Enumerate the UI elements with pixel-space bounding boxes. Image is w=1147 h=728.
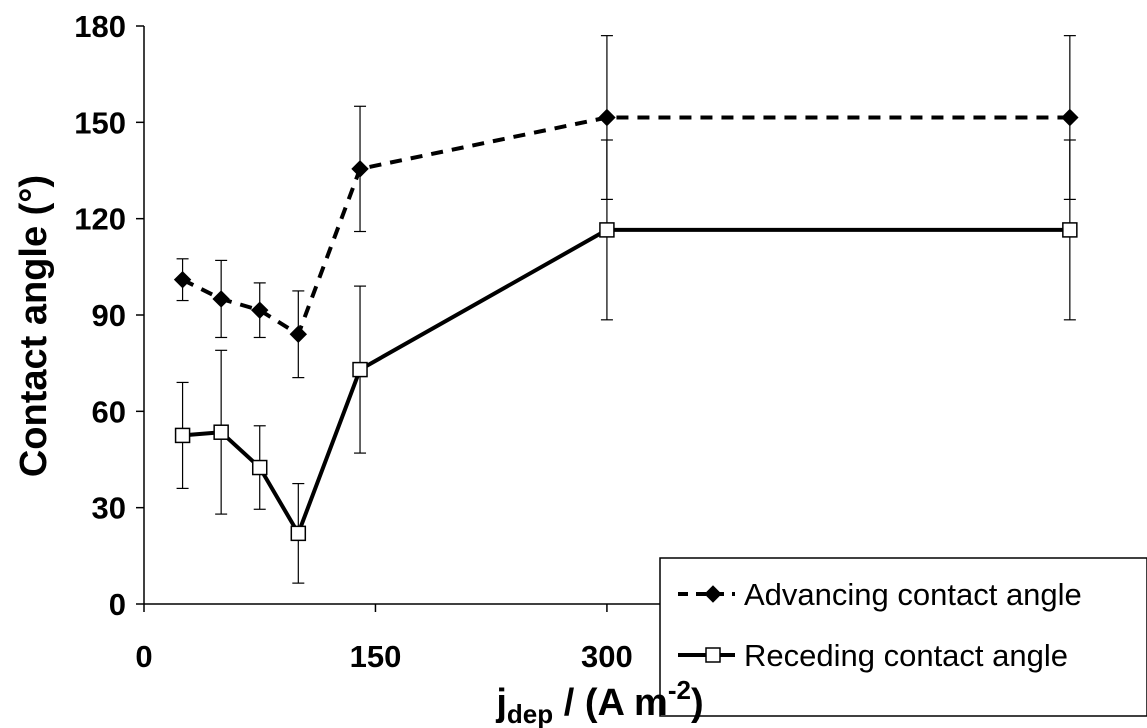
legend-entry-advancing: Advancing contact angle [678,577,1082,612]
error-bars [176,35,1076,379]
legend-marker [705,647,721,663]
data-point [213,424,229,440]
error-bars [176,139,1076,584]
x-axis-title-rest: / (A m [553,682,668,724]
series-line [182,227,1070,536]
x-tick-label: 150 [350,639,402,674]
data-point [599,222,615,238]
y-tick-label: 60 [92,394,126,429]
data-point [289,325,308,343]
legend-label: Advancing contact angle [744,577,1082,612]
x-axis-title: jdep / (A m-2) [495,675,703,728]
legend-marker [704,585,722,603]
y-axis-title: Contact angle (°) [13,175,55,477]
data-point [1061,108,1079,127]
data-point [352,361,368,378]
x-tick-label: 0 [135,639,152,674]
data-point [251,459,268,476]
x-axis-title-subscript: dep [507,699,553,728]
y-tick-label: 90 [92,298,126,333]
x-axis-title-superscript: -2 [668,675,691,705]
data-point [251,301,269,319]
series-line [181,115,1070,337]
series-advancing [173,35,1079,379]
y-tick-label: 180 [74,9,126,44]
data-point [174,427,191,444]
legend-box [659,557,1147,717]
x-axis-title-close: ) [691,682,704,724]
x-tick-label: 300 [581,639,633,674]
data-point [598,108,616,127]
data-point [351,160,369,178]
legend-entry-receding: Receding contact angle [678,638,1068,673]
data-point [173,270,192,289]
legend: Advancing contact angle Receding contact … [659,557,1147,717]
markers [174,222,1078,542]
y-tick-label: 0 [109,587,126,622]
legend-label: Receding contact angle [744,638,1068,673]
y-tick-label: 30 [92,491,126,526]
data-point [1062,222,1078,238]
y-tick-label: 120 [74,202,126,237]
data-point [212,290,230,308]
data-point [290,525,307,542]
x-axis-title-main: j [495,682,507,724]
series-layer [173,35,1079,584]
markers [173,108,1079,343]
y-tick-label: 150 [74,105,126,140]
series-receding [174,139,1078,584]
